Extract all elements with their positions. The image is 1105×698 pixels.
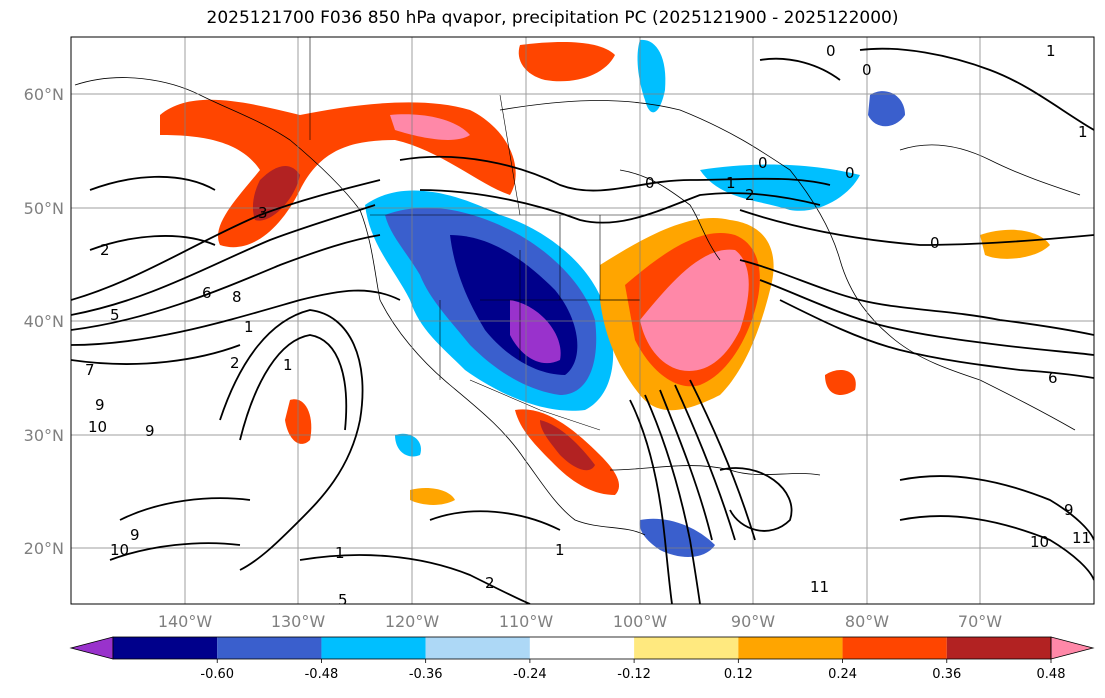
contour-labels: 1 0 1 0 1 0 0 3 2 5 6 8 1 2 7 9 10 9 1 2 [85, 42, 1091, 609]
colorbar-tick-label: 0.36 [932, 667, 961, 682]
lon-tick-label: 100°W [613, 612, 668, 631]
precip-anomaly-fill [160, 39, 1050, 557]
positive-anomaly-central-us-core [640, 249, 749, 371]
contour-label: 1 [726, 174, 736, 192]
contour-label: 2 [100, 241, 110, 259]
colorbar-frame [112, 636, 1052, 660]
negative-anomaly-sw-coast [395, 433, 421, 457]
positive-anomaly-arctic [518, 42, 615, 82]
contour-label: 3 [258, 204, 268, 222]
contour-label: 10 [1030, 533, 1049, 551]
colorbar-tick-label: -0.24 [513, 667, 547, 682]
contour-label: 9 [95, 396, 105, 414]
map-frame [70, 36, 1095, 605]
negative-anomaly-caribbean [639, 518, 715, 557]
contour-label: 6 [202, 284, 212, 302]
lon-tick-label: 90°W [731, 612, 775, 631]
positive-anomaly-east-coast [980, 229, 1050, 259]
graticule [71, 37, 1094, 604]
colorbar-tick-label: -0.60 [200, 667, 234, 682]
lon-tick-label: 120°W [385, 612, 440, 631]
latitude-axis: 60°N 50°N 40°N 30°N 20°N [24, 85, 64, 558]
contour-label: 5 [110, 306, 120, 324]
colorbar-swatch [425, 637, 530, 659]
colorbar-swatch [634, 637, 739, 659]
contour-label: 1 [1078, 123, 1088, 141]
contour-label: 1 [244, 318, 254, 336]
positive-anomaly-pacific-south [410, 488, 455, 505]
colorbar-swatch [738, 637, 843, 659]
lon-tick-label: 110°W [499, 612, 554, 631]
contour-label: 0 [930, 234, 940, 252]
contour-label: 0 [758, 154, 768, 172]
colorbar-tick-label: -0.48 [305, 667, 339, 682]
qvapor-contours [71, 47, 1094, 604]
colorbar-swatch [113, 637, 218, 659]
contour-label: 5 [338, 591, 348, 609]
lat-tick-label: 20°N [24, 539, 64, 558]
negative-anomaly-hudson [868, 91, 905, 127]
lat-tick-label: 40°N [24, 312, 64, 331]
contour-label: 2 [745, 186, 755, 204]
colorbar-tick-label: 0.48 [1037, 667, 1066, 682]
contour-label: 1 [1046, 42, 1056, 60]
lat-tick-label: 30°N [24, 426, 64, 445]
contour-label: 0 [645, 174, 655, 192]
colorbar-swatch [217, 637, 322, 659]
contour-label: 1 [335, 544, 345, 562]
contour-label: 2 [230, 354, 240, 372]
map-panel: 1 0 1 0 1 0 0 3 2 5 6 8 1 2 7 9 10 9 1 2 [70, 36, 1095, 609]
longitude-axis: 140°W 130°W 120°W 110°W 100°W 90°W 80°W … [158, 612, 1002, 631]
contour-label: 0 [826, 42, 836, 60]
contour-label: 11 [1072, 529, 1091, 547]
colorbar-tick-label: 0.12 [724, 667, 753, 682]
positive-anomaly-bc-coast [252, 165, 300, 221]
contour-label: 2 [485, 574, 495, 592]
colorbar-extend-low [69, 636, 114, 660]
contour-label: 10 [110, 541, 129, 559]
positive-anomaly-alaska-core [390, 114, 470, 140]
contour-label: 9 [145, 422, 155, 440]
contour-label: 8 [232, 288, 242, 306]
contour-label: 10 [88, 418, 107, 436]
contour-label: 7 [85, 361, 95, 379]
lon-tick-label: 140°W [158, 612, 213, 631]
contour-label: 9 [130, 526, 140, 544]
colorbar-tick-label: -0.36 [409, 667, 443, 682]
contour-label: 0 [845, 164, 855, 182]
colorbar-swatch [842, 637, 947, 659]
contour-label: 1 [555, 541, 565, 559]
colorbar-swatch [321, 637, 426, 659]
colorbar-tick-label: 0.24 [828, 667, 857, 682]
colorbar-extend-high [1050, 636, 1095, 660]
contour-label: 0 [862, 61, 872, 79]
colorbar: -0.60 -0.48 -0.36 -0.24 -0.12 0.12 0.24 0.36 0.4… [69, 636, 1095, 682]
lon-tick-label: 130°W [271, 612, 326, 631]
lon-tick-label: 70°W [958, 612, 1002, 631]
contour-label: 6 [1048, 369, 1058, 387]
negative-anomaly-west-us-core [510, 300, 561, 364]
colorbar-tick-label: -0.12 [617, 667, 651, 682]
contour-label: 11 [810, 578, 829, 596]
lat-tick-label: 50°N [24, 199, 64, 218]
positive-anomaly-gulf-coast [825, 370, 856, 395]
colorbar-swatch [529, 637, 635, 659]
negative-anomaly-canada [700, 164, 860, 211]
map-title: 2025121700 F036 850 hPa qvapor, precipit… [206, 8, 899, 28]
lat-tick-label: 60°N [24, 85, 64, 104]
contour-label: 1 [283, 356, 293, 374]
positive-anomaly-mexico-core [540, 420, 595, 471]
contour-label: 9 [1064, 501, 1074, 519]
borders [309, 37, 700, 431]
lon-tick-label: 80°W [845, 612, 889, 631]
colorbar-swatch [946, 637, 1051, 659]
